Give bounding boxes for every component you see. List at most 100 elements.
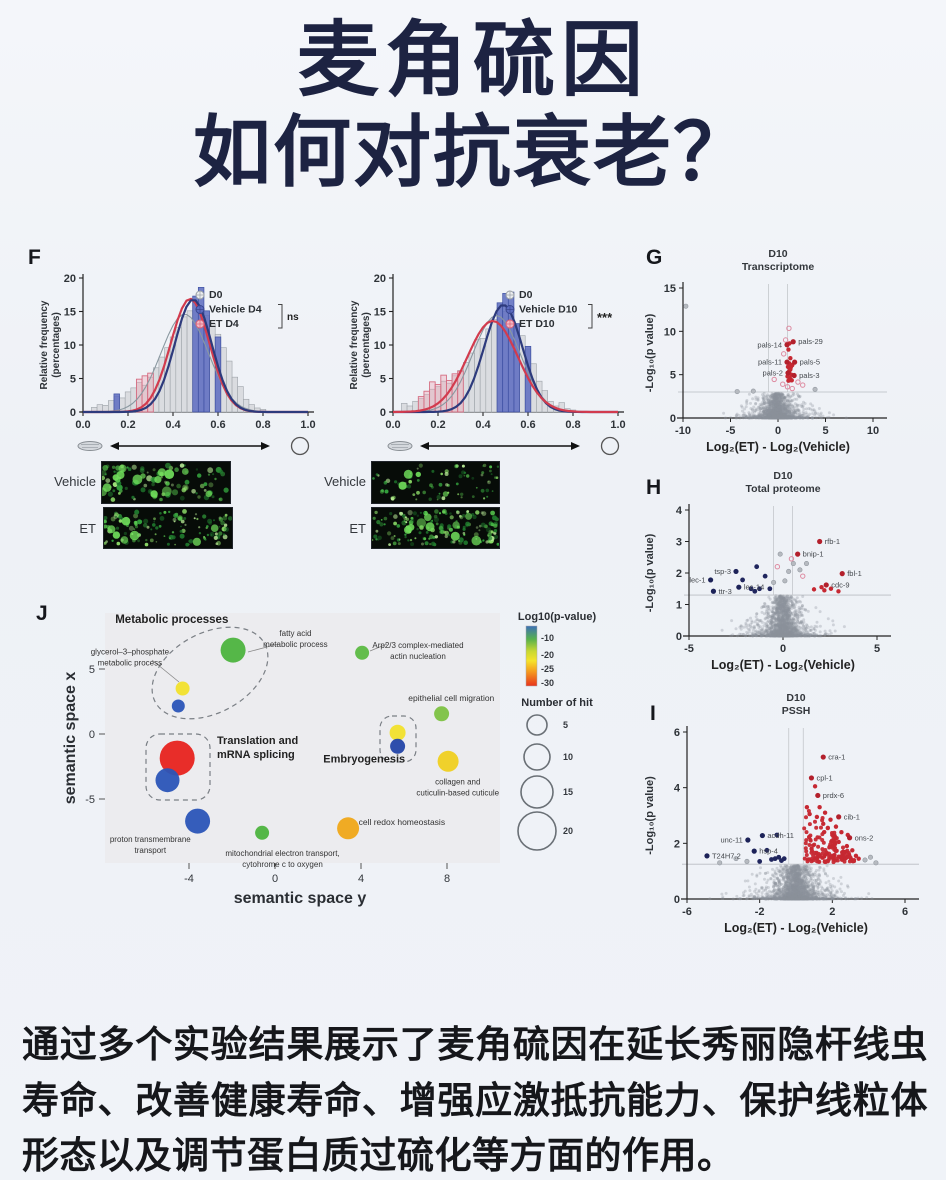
title-line-2: 如何对抗衰老？ [192, 108, 753, 197]
svg-text:Relative frequency: Relative frequency [349, 300, 360, 389]
svg-text:0: 0 [674, 894, 680, 906]
panel-label-h: H [646, 476, 662, 499]
svg-text:Total proteome: Total proteome [745, 483, 820, 495]
svg-text:5: 5 [670, 370, 676, 382]
svg-text:pals-2: pals-2 [763, 368, 783, 377]
svg-text:1.0: 1.0 [300, 419, 315, 431]
svg-text:D10: D10 [773, 470, 792, 482]
svg-text:0.2: 0.2 [120, 419, 135, 431]
svg-text:ns: ns [287, 312, 299, 323]
svg-text:Relative frequency: Relative frequency [39, 300, 50, 389]
svg-text:0.8: 0.8 [565, 419, 580, 431]
svg-text:tsp-3: tsp-3 [714, 567, 731, 576]
svg-text:4: 4 [674, 783, 681, 795]
svg-text:15: 15 [664, 283, 676, 295]
svg-text:rfb-1: rfb-1 [825, 537, 840, 546]
svg-text:lec-1: lec-1 [689, 575, 705, 584]
svg-text:0: 0 [780, 643, 786, 655]
svg-text:fbl-1: fbl-1 [847, 569, 862, 578]
svg-text:PSSH: PSSH [782, 705, 811, 717]
svg-text:15: 15 [64, 307, 76, 319]
svg-text:Transcriptome: Transcriptome [742, 261, 815, 273]
micrograph-label-et-d4: ET [79, 521, 96, 536]
svg-text:ET D4: ET D4 [209, 318, 239, 330]
svg-text:0: 0 [775, 425, 781, 437]
svg-text:3: 3 [676, 537, 682, 549]
svg-text:Vehicle D4: Vehicle D4 [209, 304, 262, 316]
svg-text:20: 20 [64, 273, 76, 285]
svg-text:5: 5 [822, 425, 828, 437]
svg-text:-Log₁₀(p value): -Log₁₀(p value) [644, 533, 656, 612]
svg-text:1.0: 1.0 [610, 419, 625, 431]
svg-text:pals-29: pals-29 [798, 337, 823, 346]
panel-label-f: F [28, 246, 41, 269]
svg-text:D0: D0 [209, 289, 223, 301]
svg-text:-Log₁₀(p value): -Log₁₀(p value) [644, 313, 656, 392]
fluorescence-image-vehicle-d4 [101, 461, 231, 504]
micrograph-label-et-d10: ET [349, 521, 366, 536]
svg-text:-Log₁₀(p value): -Log₁₀(p value) [644, 776, 656, 855]
svg-text:lec-14: lec-14 [744, 583, 764, 592]
svg-text:2: 2 [674, 838, 680, 850]
svg-text:ttr-3: ttr-3 [718, 587, 731, 596]
fluorescence-image-et-d10 [371, 507, 500, 549]
fluorescence-image-et-d4 [103, 507, 233, 549]
svg-text:D10: D10 [786, 692, 805, 704]
svg-text:0.4: 0.4 [165, 419, 181, 431]
svg-text:0: 0 [380, 407, 386, 419]
svg-text:2: 2 [676, 568, 682, 580]
svg-text:5: 5 [380, 374, 386, 386]
svg-text:0.2: 0.2 [430, 419, 445, 431]
summary-paragraph: 通过多个实验结果展示了麦角硫因在延长秀丽隐杆线虫寿命、改善健康寿命、增强应激抵抗… [22, 1024, 928, 1176]
histogram-d4-chart: 0 5 10 15 20 0.0 0.2 0.4 0.6 0.8 1.0 Relative frequ… [39, 273, 316, 456]
svg-text:-5: -5 [684, 643, 694, 655]
histogram-d10-chart: 0 5 10 15 20 0.0 0.2 0.4 0.6 0.8 1.0 Relative frequ… [349, 273, 626, 456]
svg-text:(percentages): (percentages) [361, 312, 372, 378]
svg-text:10: 10 [867, 425, 879, 437]
svg-text:D10: D10 [768, 248, 787, 260]
svg-text:0.0: 0.0 [75, 419, 90, 431]
svg-text:6: 6 [674, 727, 680, 739]
svg-text:2: 2 [829, 906, 835, 918]
svg-text:***: *** [597, 310, 613, 325]
micrograph-label-vehicle-d4: Vehicle [54, 474, 96, 489]
svg-text:15: 15 [374, 307, 386, 319]
panel-label-j: J [36, 602, 48, 625]
svg-text:4: 4 [676, 505, 683, 517]
svg-text:20: 20 [374, 273, 386, 285]
svg-text:Log₂(ET) - Log₂(Vehicle): Log₂(ET) - Log₂(Vehicle) [711, 658, 855, 672]
svg-text:(percentages): (percentages) [51, 312, 62, 378]
poster-title: 麦角硫因 如何对抗衰老？ [0, 14, 946, 198]
svg-text:10: 10 [664, 326, 676, 338]
svg-text:cdc-9: cdc-9 [831, 580, 849, 589]
svg-text:10: 10 [374, 340, 386, 352]
svg-text:pals-3: pals-3 [799, 371, 819, 380]
svg-text:0.6: 0.6 [210, 419, 225, 431]
svg-text:0.4: 0.4 [475, 419, 491, 431]
fluorescence-image-vehicle-d10 [371, 461, 500, 504]
svg-text:0.6: 0.6 [520, 419, 535, 431]
svg-text:6: 6 [902, 906, 908, 918]
svg-text:bnip-1: bnip-1 [803, 550, 824, 559]
svg-text:1: 1 [676, 600, 682, 612]
panel-label-g: G [646, 246, 663, 269]
svg-text:pals-5: pals-5 [800, 358, 820, 367]
svg-text:-2: -2 [755, 906, 765, 918]
svg-text:Log₂(ET) - Log₂(Vehicle): Log₂(ET) - Log₂(Vehicle) [706, 440, 850, 454]
svg-text:-6: -6 [682, 906, 692, 918]
svg-text:pals-14: pals-14 [757, 340, 782, 349]
svg-text:10: 10 [64, 340, 76, 352]
svg-text:Log₂(ET) - Log₂(Vehicle): Log₂(ET) - Log₂(Vehicle) [724, 921, 868, 935]
svg-text:-5: -5 [726, 425, 736, 437]
svg-text:D0: D0 [519, 289, 533, 301]
svg-text:5: 5 [874, 643, 880, 655]
title-line-1: 麦角硫因 [296, 15, 649, 106]
panel-label-i: I [650, 702, 656, 725]
svg-text:0: 0 [70, 407, 76, 419]
svg-text:0.8: 0.8 [255, 419, 270, 431]
